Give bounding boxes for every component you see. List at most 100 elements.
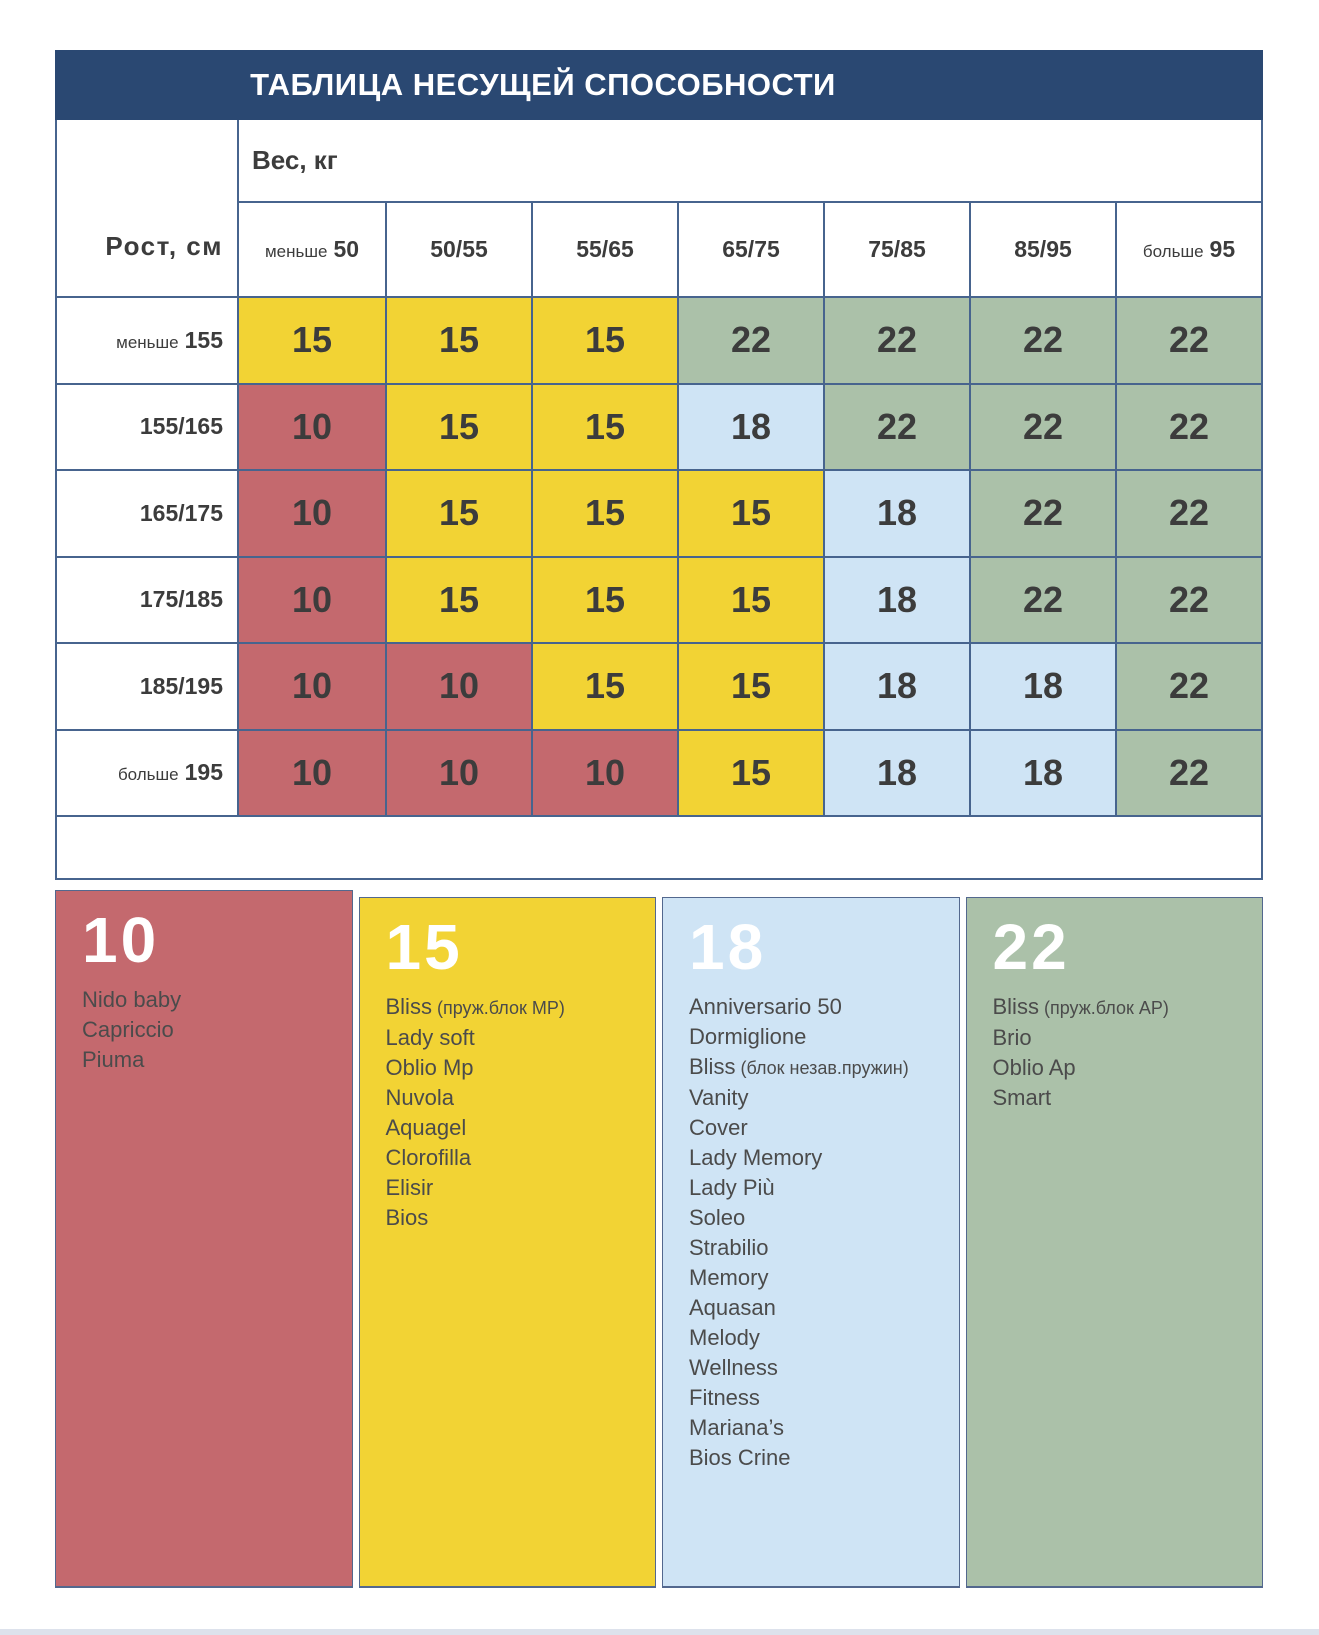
legend-item: Brio bbox=[993, 1023, 1245, 1053]
model-name: Melody bbox=[689, 1325, 760, 1351]
weight-column-header: 55/65 bbox=[531, 203, 677, 298]
capacity-cell: 15 bbox=[531, 557, 677, 644]
capacity-cell: 15 bbox=[385, 298, 531, 385]
model-name: Capriccio bbox=[82, 1017, 174, 1043]
legend-item: Lady soft bbox=[386, 1023, 638, 1053]
legend-value: 15 bbox=[385, 911, 463, 983]
height-row-label: больше 195 bbox=[118, 759, 223, 786]
weight-column-label: 65/75 bbox=[722, 236, 780, 263]
height-row-prefix: больше bbox=[117, 765, 179, 785]
height-row-prefix: меньше bbox=[116, 332, 179, 352]
legend-item: Bliss (пруж.блок MP) bbox=[386, 992, 638, 1023]
weight-column-prefix: больше bbox=[1142, 242, 1204, 261]
capacity-cell: 22 bbox=[969, 471, 1115, 558]
weight-column-value: 75/85 bbox=[868, 236, 926, 262]
model-name: Anniversario 50 bbox=[689, 994, 842, 1020]
model-note: (пруж.блок AP) bbox=[1038, 998, 1169, 1019]
legend-block-18: 18 Anniversario 50 Dormiglione Bliss (блок … bbox=[662, 897, 960, 1588]
height-row-header: больше 195 bbox=[57, 730, 239, 817]
table-title-bar: ТАБЛИЦА НЕСУЩЕЙ СПОСОБНОСТИ bbox=[55, 50, 1263, 120]
legend-item: Bliss (пруж.блок AP) bbox=[993, 992, 1245, 1023]
capacity-cell: 15 bbox=[677, 730, 823, 817]
capacity-cell: 10 bbox=[239, 557, 385, 644]
weight-column-value: 50 bbox=[333, 236, 360, 262]
legend-item: Nido baby bbox=[82, 985, 334, 1015]
legend-item: Capriccio bbox=[82, 1015, 334, 1045]
weight-column-label: меньше 50 bbox=[265, 236, 359, 263]
weight-column-header: 50/55 bbox=[385, 203, 531, 298]
height-row-header: 185/195 bbox=[57, 644, 239, 731]
capacity-table: Вес, кг Рост, см меньше 50 50/55 55/65 65/75… bbox=[55, 120, 1263, 880]
capacity-cell: 22 bbox=[823, 298, 969, 385]
legend-item: Cover bbox=[689, 1113, 941, 1143]
model-name: Piuma bbox=[82, 1047, 145, 1073]
capacity-cell: 18 bbox=[969, 644, 1115, 731]
weight-column-value: 85/95 bbox=[1014, 236, 1072, 262]
legend-value: 18 bbox=[689, 911, 767, 983]
capacity-cell: 22 bbox=[1115, 384, 1261, 471]
capacity-cell: 10 bbox=[385, 644, 531, 731]
height-axis-label: Рост, см bbox=[105, 231, 223, 261]
legend-item: Piuma bbox=[82, 1045, 334, 1075]
capacity-cell: 22 bbox=[1115, 557, 1261, 644]
legend-item: Melody bbox=[689, 1323, 941, 1353]
capacity-cell: 15 bbox=[239, 298, 385, 385]
capacity-cell: 22 bbox=[1115, 730, 1261, 817]
height-row-value: 185/195 bbox=[139, 672, 223, 699]
legend-item: Clorofilla bbox=[386, 1143, 638, 1173]
weight-column-label: 85/95 bbox=[1014, 236, 1072, 263]
capacity-cell: 10 bbox=[385, 730, 531, 817]
height-row-header: 155/165 bbox=[57, 384, 239, 471]
height-row-value: 155 bbox=[184, 326, 223, 353]
weight-axis-header: Вес, кг bbox=[239, 120, 1261, 203]
model-name: Bliss bbox=[992, 994, 1039, 1020]
capacity-cell: 18 bbox=[969, 730, 1115, 817]
legend-item: Soleo bbox=[689, 1203, 941, 1233]
table-footer-spacer bbox=[57, 817, 1261, 878]
height-row-header: 165/175 bbox=[57, 471, 239, 558]
legend-item: Dormiglione bbox=[689, 1022, 941, 1052]
capacity-cell: 15 bbox=[677, 644, 823, 731]
model-name: Bliss bbox=[385, 994, 432, 1020]
legend-item: Elisir bbox=[386, 1173, 638, 1203]
legend-model-list: Bliss (пруж.блок MP) Lady soft Oblio Mp Nuv… bbox=[386, 992, 638, 1233]
height-row-value: 165/175 bbox=[139, 499, 223, 526]
capacity-cell: 15 bbox=[677, 557, 823, 644]
legend-item: Oblio Mp bbox=[386, 1053, 638, 1083]
weight-column-label: 75/85 bbox=[868, 236, 926, 263]
weight-axis-label: Вес, кг bbox=[252, 145, 338, 175]
capacity-cell: 18 bbox=[823, 644, 969, 731]
model-name: Mariana’s bbox=[689, 1415, 784, 1441]
bottom-strip bbox=[0, 1629, 1319, 1635]
legend-item: Mariana’s bbox=[689, 1413, 941, 1443]
model-name: Fitness bbox=[689, 1385, 760, 1411]
height-row-header: меньше 155 bbox=[57, 298, 239, 385]
weight-column-value: 95 bbox=[1209, 236, 1236, 262]
model-name: Smart bbox=[992, 1085, 1052, 1111]
capacity-cell: 15 bbox=[531, 471, 677, 558]
weight-column-header: больше 95 bbox=[1115, 203, 1261, 298]
weight-column-label: 55/65 bbox=[576, 236, 634, 263]
legend-item: Fitness bbox=[689, 1383, 941, 1413]
capacity-cell: 22 bbox=[969, 557, 1115, 644]
model-name: Brio bbox=[992, 1025, 1032, 1051]
legend-item: Lady Più bbox=[689, 1173, 941, 1203]
weight-column-label: больше 95 bbox=[1143, 236, 1235, 263]
legend-item: Bios bbox=[386, 1203, 638, 1233]
model-name: Oblio Mp bbox=[385, 1055, 474, 1081]
table-title: ТАБЛИЦА НЕСУЩЕЙ СПОСОБНОСТИ bbox=[250, 67, 836, 102]
capacity-cell: 18 bbox=[823, 471, 969, 558]
legend-block-10: 10 Nido baby Capriccio Piuma bbox=[55, 890, 353, 1588]
weight-column-header: меньше 50 bbox=[239, 203, 385, 298]
height-row-value: 195 bbox=[184, 759, 223, 786]
weight-column-value: 55/65 bbox=[576, 236, 634, 262]
legend-item: Bliss (блок незав.пружин) bbox=[689, 1052, 941, 1083]
height-row-value: 155/165 bbox=[139, 413, 223, 440]
legend-item: Bios Crine bbox=[689, 1443, 941, 1473]
legend-item: Oblio Ap bbox=[993, 1053, 1245, 1083]
model-name: Memory bbox=[689, 1265, 769, 1291]
model-name: Bios bbox=[385, 1205, 429, 1231]
weight-column-value: 65/75 bbox=[722, 236, 780, 262]
capacity-cell: 10 bbox=[531, 730, 677, 817]
